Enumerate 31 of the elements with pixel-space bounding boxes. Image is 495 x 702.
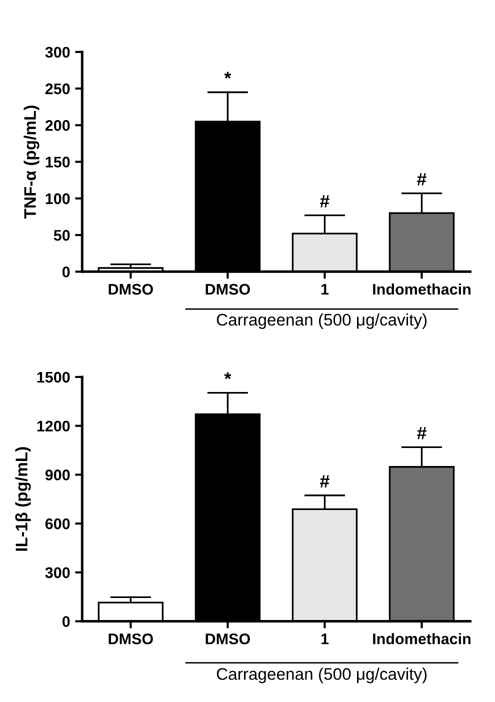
x-tick-label: 1 [321, 634, 329, 644]
annotation: # [320, 195, 330, 208]
y-tick-label: 1200 [37, 420, 70, 432]
annotation: * [224, 72, 232, 79]
y-tick-label: 100 [46, 193, 70, 204]
y-tick-label: 600 [45, 518, 70, 530]
x-axis-title: Carrageenan (500 μg/cavity) [216, 668, 427, 684]
x-axis-title: Carrageenan (500 μg/cavity) [216, 313, 427, 329]
y-tick-label: 150 [46, 156, 70, 168]
y-tick-label: 900 [45, 470, 70, 480]
y-tick-label: 200 [45, 120, 70, 131]
y-tick-label: 250 [45, 83, 70, 94]
y-axis-title: TNF-α (pg/mL) [24, 106, 40, 219]
x-tick-label: DMSO [206, 284, 250, 295]
x-tick-label: DMSO [108, 284, 153, 295]
x-tick-label: Indomethacin [373, 633, 470, 644]
y-tick-label: 300 [45, 46, 70, 58]
annotation: # [417, 173, 426, 186]
y-tick-label: 0 [62, 266, 70, 278]
y-tick-label: 1500 [37, 372, 70, 383]
y-axis-title: IL-1β (pg/mL) [15, 447, 31, 551]
annotation: * [224, 372, 232, 380]
annotation: # [417, 426, 426, 440]
x-tick-label: Indomethacin [373, 283, 470, 295]
x-tick-label: DMSO [206, 633, 250, 644]
y-tick-label: 300 [45, 567, 70, 578]
y-tick-label: 0 [62, 616, 70, 627]
x-tick-label: DMSO [108, 633, 153, 644]
y-tick-label: 50 [54, 230, 70, 241]
annotation: # [320, 475, 330, 488]
x-tick-label: 1 [321, 284, 329, 295]
